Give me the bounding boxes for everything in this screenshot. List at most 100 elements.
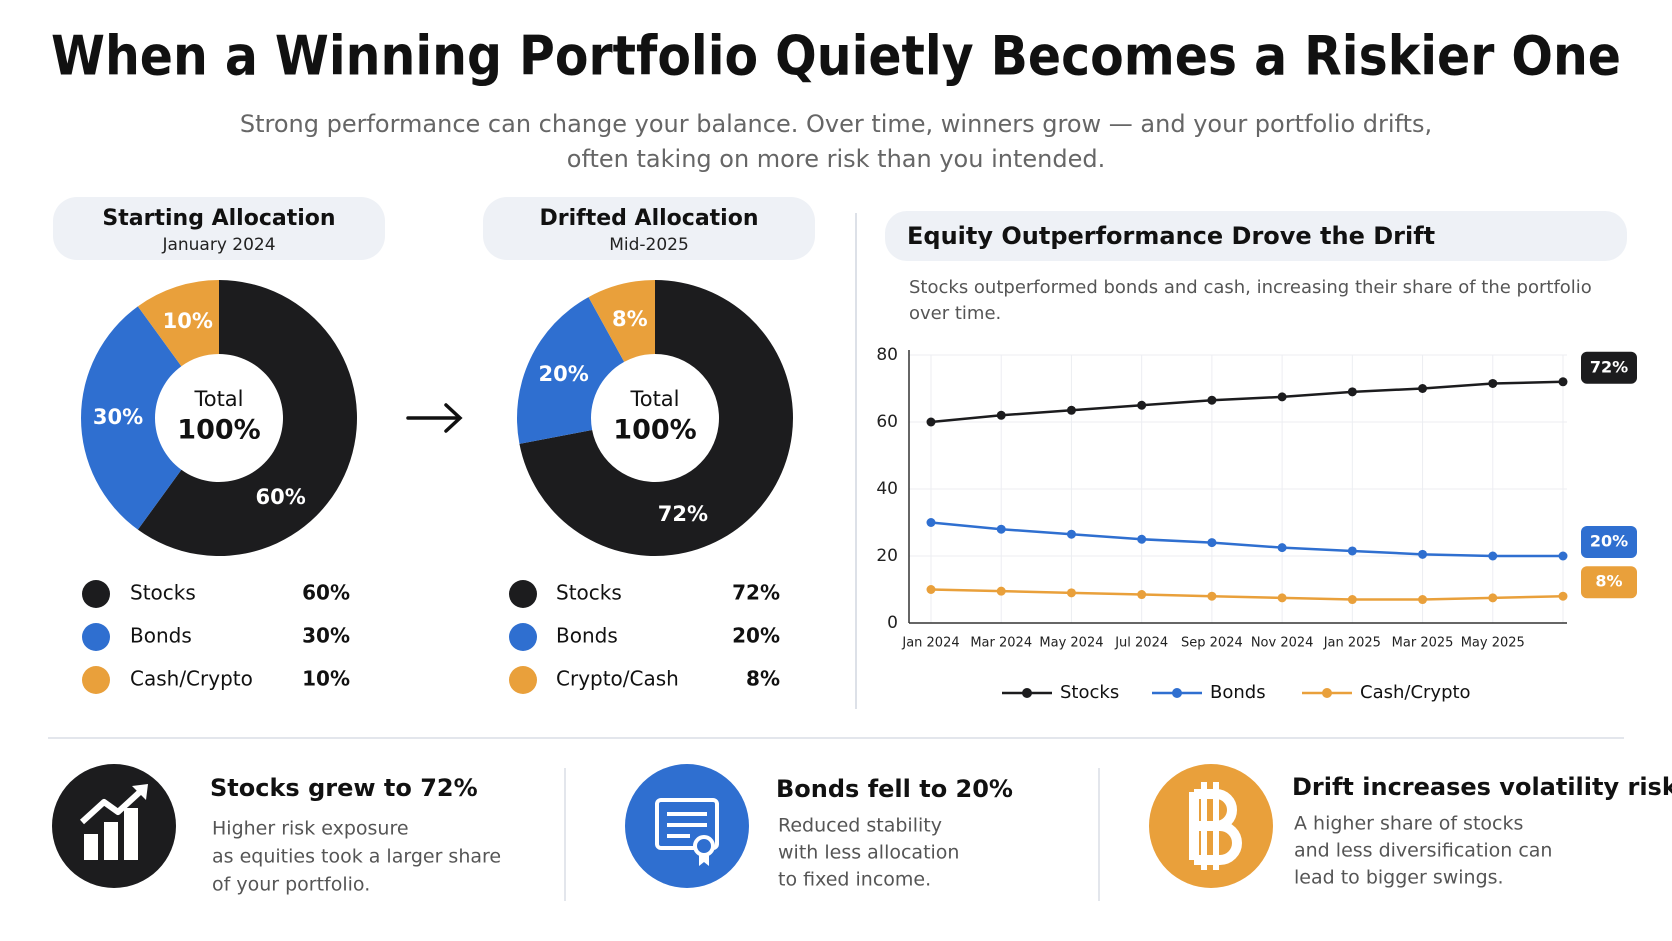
arrow bbox=[406, 403, 463, 433]
series-point bbox=[1558, 591, 1568, 601]
card-title: Bonds fell to 20% bbox=[776, 775, 1013, 803]
series-line bbox=[930, 588, 1564, 601]
series-point bbox=[1418, 549, 1428, 559]
x-tick-label: Jan 2025 bbox=[1323, 636, 1381, 651]
legend-value: 10% bbox=[302, 667, 350, 691]
x-tick-label: Jul 2024 bbox=[1114, 636, 1168, 651]
chart-subtitle: Stocks outperformed bonds and cash, incr… bbox=[909, 277, 1592, 298]
slice-label: 10% bbox=[163, 309, 213, 333]
x-tick-label: Mar 2024 bbox=[970, 636, 1032, 651]
series-point bbox=[996, 410, 1006, 420]
series-point bbox=[1137, 400, 1147, 410]
legend-point bbox=[1172, 688, 1182, 698]
pie-slice bbox=[516, 297, 625, 444]
series-point bbox=[996, 586, 1006, 596]
card-title: Drift increases volatility risk bbox=[1292, 773, 1672, 801]
series-point bbox=[1066, 405, 1076, 415]
pie-subtitle: Mid-2025 bbox=[609, 235, 689, 255]
chart-title: Equity Outperformance Drove the Drift bbox=[907, 222, 1435, 250]
series-line bbox=[930, 521, 1563, 558]
end-label: 8% bbox=[1595, 572, 1622, 591]
series-point bbox=[1277, 593, 1287, 603]
y-tick-label: 60 bbox=[876, 412, 898, 432]
legend-point bbox=[1322, 688, 1332, 698]
legend-label: Bonds bbox=[1210, 682, 1266, 703]
legend-label: Bonds bbox=[556, 624, 618, 648]
legend-swatch bbox=[509, 580, 537, 608]
series-point bbox=[1347, 387, 1357, 397]
series-point bbox=[1066, 529, 1076, 539]
y-tick-label: 80 bbox=[876, 345, 898, 365]
series-point bbox=[1418, 595, 1428, 605]
card-text: A higher share of stocks bbox=[1294, 813, 1523, 835]
card-title: Stocks grew to 72% bbox=[210, 774, 478, 802]
end-label: 72% bbox=[1590, 357, 1628, 376]
pie-slice bbox=[81, 306, 182, 530]
series-point bbox=[1488, 593, 1498, 603]
chart-subtitle: over time. bbox=[909, 303, 1001, 324]
series-point bbox=[1137, 534, 1147, 544]
center-value: 100% bbox=[613, 415, 696, 446]
center-value: 100% bbox=[177, 415, 260, 446]
page-subtitle: Strong performance can change your balan… bbox=[240, 110, 1432, 138]
legend-value: 60% bbox=[302, 581, 350, 605]
pie-header bbox=[483, 197, 815, 260]
series-point bbox=[1347, 595, 1357, 605]
card-text: and less diversification can bbox=[1294, 840, 1552, 862]
card-text: of your portfolio. bbox=[212, 874, 370, 896]
icon-bitcoin bbox=[1149, 764, 1273, 888]
series-point bbox=[1488, 378, 1498, 388]
card-text: with less allocation bbox=[778, 842, 959, 864]
x-tick-label: May 2024 bbox=[1039, 636, 1103, 651]
chart-header bbox=[885, 211, 1627, 261]
legend-label: Stocks bbox=[130, 581, 196, 605]
card-text: Reduced stability bbox=[778, 815, 942, 837]
slice-label: 8% bbox=[612, 307, 648, 331]
series-point bbox=[996, 524, 1006, 534]
series-point bbox=[1207, 538, 1217, 548]
slice-label: 20% bbox=[538, 362, 588, 386]
pie-title: Drifted Allocation bbox=[539, 206, 758, 231]
end-label: 20% bbox=[1590, 532, 1628, 551]
page-subtitle: often taking on more risk than you inten… bbox=[567, 145, 1105, 173]
page-title: When a Winning Portfolio Quietly Becomes… bbox=[51, 25, 1621, 88]
end-tag bbox=[1581, 526, 1637, 558]
pie-slice bbox=[519, 280, 793, 556]
series-point bbox=[1418, 384, 1428, 393]
x-tick-label: Mar 2025 bbox=[1392, 636, 1454, 651]
pie-title: Starting Allocation bbox=[102, 206, 335, 231]
series-point bbox=[1277, 543, 1287, 553]
series-point bbox=[926, 417, 936, 427]
card-text: as equities took a larger share bbox=[212, 846, 501, 868]
series-point bbox=[926, 585, 936, 594]
pie-subtitle: January 2024 bbox=[161, 235, 275, 255]
card-text: to fixed income. bbox=[778, 869, 931, 891]
legend-label: Stocks bbox=[556, 581, 622, 605]
legend-value: 72% bbox=[732, 581, 780, 605]
pie-slice bbox=[137, 280, 219, 367]
y-tick-label: 40 bbox=[876, 479, 898, 499]
series-point bbox=[1207, 591, 1217, 601]
legend-value: 8% bbox=[746, 667, 780, 691]
series-point bbox=[1488, 551, 1498, 561]
card-text: Higher risk exposure bbox=[212, 818, 409, 840]
series-line bbox=[930, 380, 1564, 424]
y-tick-label: 0 bbox=[887, 613, 898, 633]
legend-label: Crypto/Cash bbox=[556, 667, 679, 691]
series-point bbox=[1137, 590, 1147, 600]
legend-point bbox=[1022, 688, 1032, 698]
pie-slice bbox=[588, 280, 655, 362]
legend-swatch bbox=[509, 666, 537, 694]
series-point bbox=[1066, 588, 1076, 598]
icon-growth bbox=[52, 764, 176, 888]
icon-document bbox=[625, 764, 749, 888]
x-tick-label: Sep 2024 bbox=[1181, 636, 1243, 651]
series-point bbox=[1558, 551, 1568, 561]
legend-swatch bbox=[82, 666, 110, 694]
slice-label: 72% bbox=[658, 502, 708, 526]
legend-label: Stocks bbox=[1060, 682, 1119, 703]
x-tick-label: Nov 2024 bbox=[1251, 636, 1314, 651]
series-point bbox=[926, 518, 936, 527]
